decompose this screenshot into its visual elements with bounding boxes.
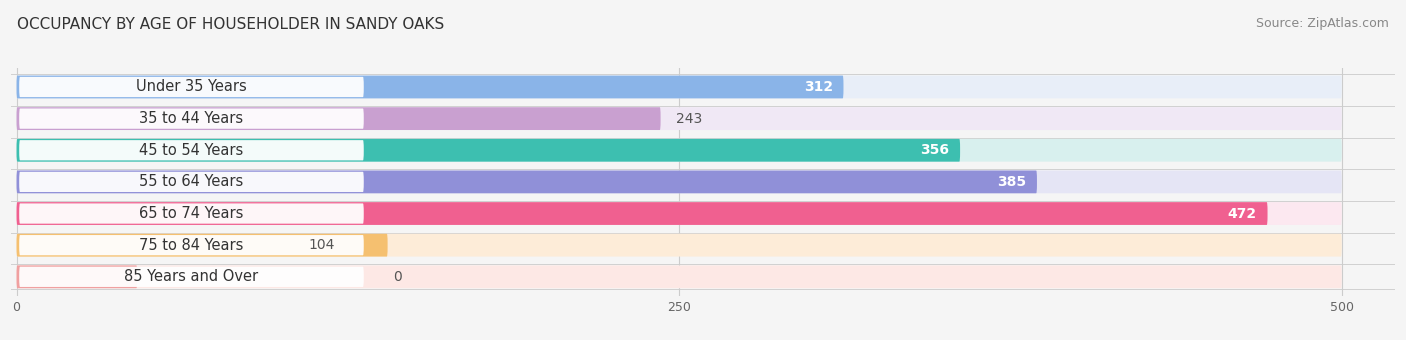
FancyBboxPatch shape xyxy=(17,139,960,162)
Text: 45 to 54 Years: 45 to 54 Years xyxy=(139,143,243,158)
FancyBboxPatch shape xyxy=(17,75,1341,98)
FancyBboxPatch shape xyxy=(20,77,364,97)
Text: 75 to 84 Years: 75 to 84 Years xyxy=(139,238,243,253)
FancyBboxPatch shape xyxy=(17,234,388,257)
Text: Source: ZipAtlas.com: Source: ZipAtlas.com xyxy=(1256,17,1389,30)
Text: 472: 472 xyxy=(1227,206,1257,221)
Text: 0: 0 xyxy=(392,270,402,284)
FancyBboxPatch shape xyxy=(17,234,1341,257)
FancyBboxPatch shape xyxy=(17,75,844,98)
FancyBboxPatch shape xyxy=(17,202,1341,225)
Text: Under 35 Years: Under 35 Years xyxy=(136,80,247,95)
Text: 312: 312 xyxy=(804,80,832,94)
Text: 55 to 64 Years: 55 to 64 Years xyxy=(139,174,243,189)
FancyBboxPatch shape xyxy=(17,202,1268,225)
Text: 85 Years and Over: 85 Years and Over xyxy=(124,269,259,284)
FancyBboxPatch shape xyxy=(17,171,1341,193)
FancyBboxPatch shape xyxy=(17,266,1341,288)
Text: 104: 104 xyxy=(308,238,335,252)
FancyBboxPatch shape xyxy=(17,171,1038,193)
FancyBboxPatch shape xyxy=(17,107,661,130)
Text: 65 to 74 Years: 65 to 74 Years xyxy=(139,206,243,221)
FancyBboxPatch shape xyxy=(20,172,364,192)
FancyBboxPatch shape xyxy=(20,140,364,160)
FancyBboxPatch shape xyxy=(20,203,364,224)
FancyBboxPatch shape xyxy=(17,139,1341,162)
Text: 35 to 44 Years: 35 to 44 Years xyxy=(139,111,243,126)
Text: 385: 385 xyxy=(997,175,1026,189)
Text: OCCUPANCY BY AGE OF HOUSEHOLDER IN SANDY OAKS: OCCUPANCY BY AGE OF HOUSEHOLDER IN SANDY… xyxy=(17,17,444,32)
FancyBboxPatch shape xyxy=(20,235,364,255)
FancyBboxPatch shape xyxy=(17,107,1341,130)
Text: 243: 243 xyxy=(676,112,703,125)
FancyBboxPatch shape xyxy=(20,108,364,129)
Text: 356: 356 xyxy=(921,143,949,157)
FancyBboxPatch shape xyxy=(20,267,364,287)
FancyBboxPatch shape xyxy=(17,266,138,288)
